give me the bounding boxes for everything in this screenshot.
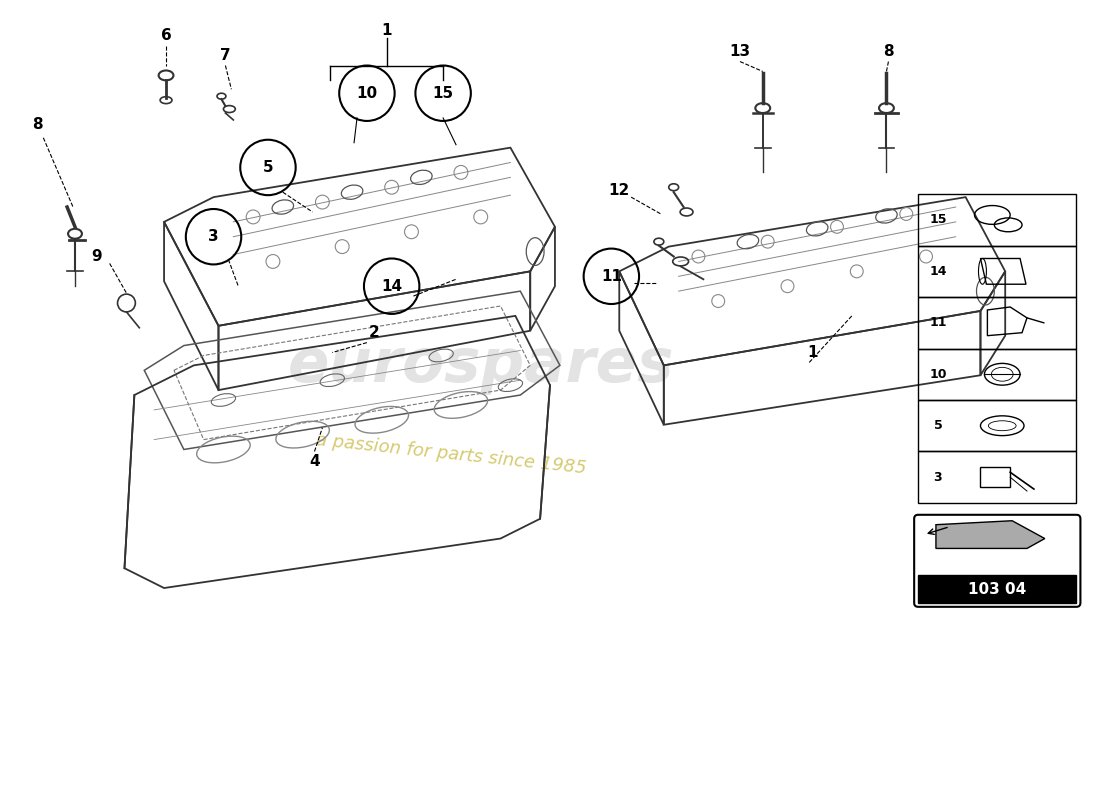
Text: a passion for parts since 1985: a passion for parts since 1985 [315, 431, 587, 478]
FancyBboxPatch shape [914, 514, 1080, 607]
Text: 2: 2 [368, 326, 379, 340]
Text: 4: 4 [309, 454, 320, 469]
Text: 9: 9 [91, 249, 102, 264]
Text: eurospares: eurospares [287, 336, 674, 395]
Text: 15: 15 [432, 86, 453, 101]
Text: 1: 1 [382, 23, 392, 38]
Text: 14: 14 [381, 278, 403, 294]
Text: 10: 10 [930, 368, 947, 381]
Text: 7: 7 [220, 48, 231, 63]
Text: 1: 1 [807, 345, 817, 360]
Text: 15: 15 [930, 214, 947, 226]
Text: 11: 11 [601, 269, 621, 284]
Text: 103 04: 103 04 [968, 582, 1026, 597]
Text: 3: 3 [934, 470, 943, 484]
Text: 8: 8 [883, 44, 893, 59]
Polygon shape [936, 521, 1045, 549]
Text: 14: 14 [930, 265, 947, 278]
FancyBboxPatch shape [918, 575, 1077, 603]
Text: 11: 11 [930, 316, 947, 330]
Text: 6: 6 [161, 28, 172, 43]
Text: 5: 5 [934, 419, 943, 432]
Text: 13: 13 [729, 44, 750, 59]
Text: 8: 8 [32, 118, 43, 132]
Text: 5: 5 [263, 160, 273, 175]
Text: 3: 3 [208, 230, 219, 244]
Text: 10: 10 [356, 86, 377, 101]
Text: 12: 12 [608, 182, 630, 198]
